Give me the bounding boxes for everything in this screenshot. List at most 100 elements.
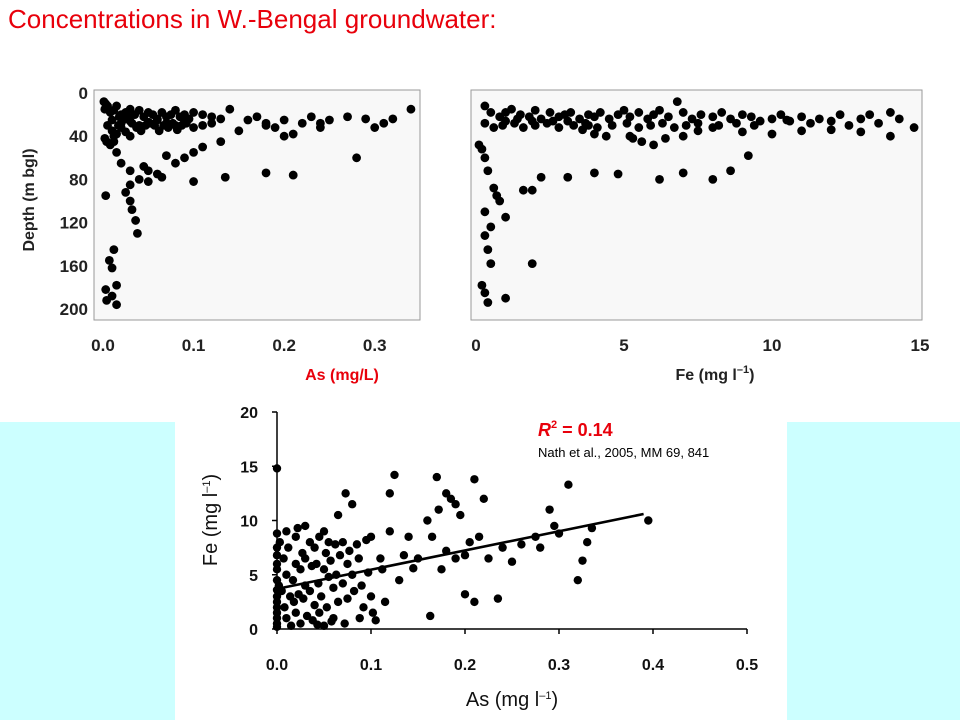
- data-point: [296, 619, 305, 628]
- data-point: [338, 538, 347, 547]
- data-point: [272, 565, 282, 574]
- y-tick-label: 200: [60, 300, 88, 319]
- data-point: [338, 579, 347, 588]
- data-point: [527, 185, 537, 195]
- data-point: [379, 118, 389, 128]
- data-point: [518, 185, 528, 195]
- data-point: [874, 118, 883, 128]
- data-point: [112, 280, 121, 290]
- data-point: [284, 543, 293, 552]
- data-point: [501, 212, 510, 222]
- data-point: [483, 245, 493, 255]
- data-point: [370, 123, 380, 132]
- data-point: [216, 137, 226, 147]
- data-point: [480, 118, 490, 128]
- data-point: [563, 116, 573, 126]
- data-point: [767, 129, 777, 139]
- data-point: [601, 131, 611, 141]
- data-point: [101, 285, 111, 294]
- data-point: [296, 565, 305, 574]
- data-point: [434, 505, 443, 514]
- trendline: [276, 512, 644, 591]
- data-point: [782, 115, 792, 125]
- data-point: [352, 540, 362, 549]
- data-point: [797, 126, 806, 136]
- data-point: [844, 121, 854, 130]
- data-point: [886, 108, 895, 117]
- data-point: [301, 554, 310, 563]
- data-point: [613, 169, 623, 179]
- data-point: [125, 196, 135, 206]
- x-tick-label: 0.3: [363, 336, 387, 355]
- data-point: [634, 108, 644, 117]
- data-point: [343, 559, 352, 569]
- data-point: [316, 592, 326, 601]
- x-axis-label: As (mg/L): [305, 367, 379, 384]
- data-point: [746, 112, 756, 122]
- data-point: [354, 554, 363, 563]
- data-point: [306, 112, 316, 122]
- data-point: [261, 121, 271, 130]
- data-point: [348, 500, 357, 509]
- data-point: [498, 543, 507, 552]
- data-point: [355, 613, 364, 623]
- data-point: [465, 538, 474, 547]
- data-point: [518, 123, 528, 132]
- data-point: [426, 611, 435, 621]
- annotation-box: [532, 410, 746, 466]
- data-point: [767, 114, 777, 124]
- data-point: [282, 527, 291, 536]
- data-point: [507, 557, 517, 566]
- data-point: [470, 597, 479, 607]
- data-point: [483, 166, 493, 176]
- data-point: [545, 108, 555, 117]
- data-point: [486, 222, 496, 232]
- data-point: [225, 104, 235, 114]
- data-point: [477, 144, 487, 154]
- x-tick-label: 0.2: [272, 336, 296, 355]
- data-point: [189, 177, 198, 186]
- data-point: [189, 123, 198, 132]
- data-point: [171, 105, 180, 115]
- data-point: [390, 470, 399, 480]
- data-point: [595, 108, 605, 117]
- data-point: [345, 546, 354, 556]
- data-point: [655, 175, 664, 184]
- data-point: [797, 112, 806, 122]
- data-point: [275, 538, 285, 547]
- data-point: [279, 554, 288, 563]
- data-point: [171, 158, 180, 168]
- data-point: [826, 116, 836, 126]
- x-tick-label: 0.4: [642, 657, 664, 674]
- data-point: [399, 551, 409, 560]
- data-point: [743, 151, 753, 161]
- data-point: [107, 263, 117, 273]
- data-point: [291, 532, 300, 541]
- x-tick-label: 15: [911, 336, 930, 355]
- x-tick-label: 0.1: [360, 657, 382, 674]
- data-point: [288, 170, 298, 180]
- data-point: [483, 298, 493, 307]
- data-point: [272, 551, 282, 560]
- data-point: [477, 280, 487, 290]
- y-tick-label: 40: [69, 127, 88, 146]
- data-point: [112, 300, 121, 310]
- data-point: [361, 114, 371, 124]
- data-point: [484, 554, 493, 563]
- data-point: [340, 619, 349, 628]
- data-point: [366, 592, 376, 601]
- data-point: [644, 516, 653, 525]
- data-point: [545, 505, 554, 514]
- data-point: [376, 554, 385, 563]
- data-point: [738, 110, 747, 119]
- data-point: [319, 565, 329, 574]
- data-point: [272, 464, 282, 473]
- data-point: [590, 168, 599, 178]
- data-point: [349, 586, 359, 596]
- data-point: [243, 115, 253, 125]
- data-point: [207, 118, 217, 128]
- data-point: [368, 608, 378, 617]
- data-point: [480, 231, 490, 240]
- data-point: [661, 133, 670, 143]
